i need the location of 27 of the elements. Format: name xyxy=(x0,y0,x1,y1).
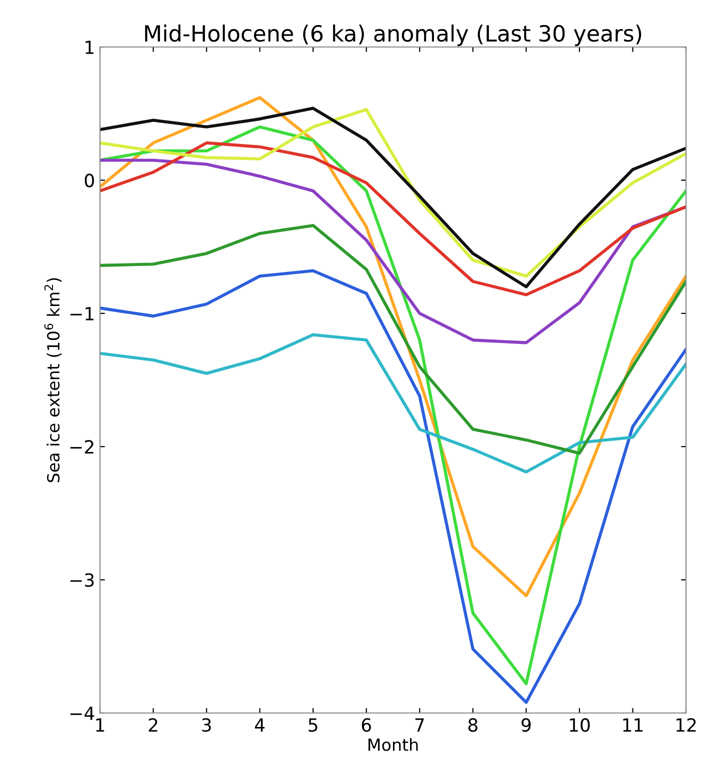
line-series xyxy=(100,333,686,474)
x-tick-label: 8 xyxy=(468,718,478,732)
x-tick-label: 5 xyxy=(308,718,318,732)
x-tick-label: 6 xyxy=(362,718,371,732)
x-tick-label: 7 xyxy=(415,718,424,732)
x-axis-title: Month xyxy=(368,738,418,752)
y-tick-label: −3 xyxy=(70,573,94,587)
line-series xyxy=(100,141,686,296)
x-tick-label: 3 xyxy=(202,718,211,732)
y-tick-label: 0 xyxy=(84,174,94,188)
x-tick-label: 1 xyxy=(96,718,104,732)
line-series xyxy=(100,269,686,704)
y-tick-label: −2 xyxy=(70,440,94,454)
x-tick-label: 12 xyxy=(676,718,696,732)
line-series xyxy=(100,125,686,686)
line-series xyxy=(100,158,686,344)
x-tick-label: 2 xyxy=(148,718,158,732)
y-tick-label: −4 xyxy=(70,706,94,720)
chart-title: Mid-Holocene (6 ka) anomaly (Last 30 years) xyxy=(145,24,642,46)
y-axis-title: Sea ice extent (10$^{6}$ km$^{2}$) xyxy=(44,278,62,482)
x-tick-label: 11 xyxy=(623,718,643,732)
y-tick-label: 1 xyxy=(86,40,94,54)
y-tick-label: −1 xyxy=(70,307,94,320)
x-tick-label: 9 xyxy=(522,718,531,732)
line-series xyxy=(100,224,686,455)
x-tick-label: 4 xyxy=(254,718,265,732)
x-tick-label: 10 xyxy=(570,718,590,732)
